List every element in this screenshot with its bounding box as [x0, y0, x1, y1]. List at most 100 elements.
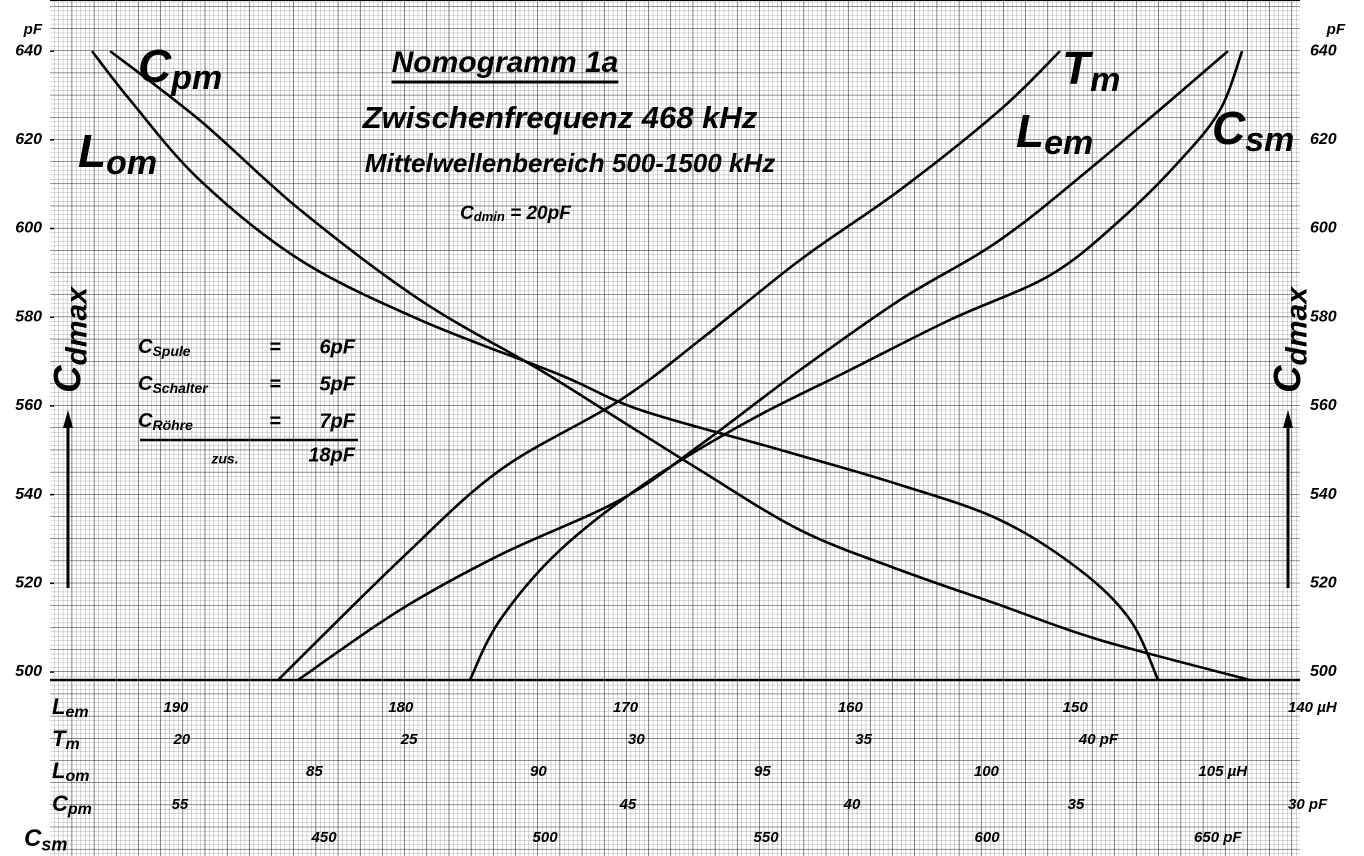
y-tick-label: 600 — [15, 220, 42, 237]
scale-tick-label: 150 — [1063, 699, 1089, 716]
x-tick-label: 650 pF — [1194, 829, 1242, 846]
capacity-sub: Spule — [152, 343, 190, 359]
scale-label-sub: m — [65, 736, 79, 753]
capacity-name: CSpule — [138, 336, 191, 358]
scale-label-sub: pm — [67, 801, 92, 818]
y2-tick-label: 640 — [1310, 42, 1337, 59]
arrow-head — [1283, 410, 1293, 428]
curve-label: Lem — [1016, 105, 1093, 162]
scale-tick-label: 180 — [388, 699, 414, 716]
sum-value: 18pF — [308, 444, 355, 466]
scale-label-main: T — [52, 726, 67, 751]
arrow-head — [63, 410, 73, 428]
curve-label-main: L — [1016, 105, 1044, 157]
scale-tick-label: 140 µH — [1288, 699, 1338, 716]
scale-label: Tm — [52, 726, 80, 753]
x-axis-label-main: C — [24, 825, 42, 852]
curve-label: Cpm — [138, 40, 222, 97]
curve-label-sub: sm — [1245, 121, 1294, 159]
capacity-sub: Schalter — [152, 380, 209, 396]
sum-label: zus. — [210, 451, 238, 467]
capacity-value: 6pF — [319, 336, 355, 358]
scale-tick-label: 100 — [974, 763, 1000, 780]
scale-label-main: C — [52, 791, 69, 816]
scale-label: Cpm — [52, 791, 92, 818]
x-tick-label: 450 — [311, 829, 338, 846]
y-axis-label-main: C — [47, 365, 89, 393]
curve-label: Lom — [78, 125, 157, 182]
y-tick-label: 560 — [15, 397, 42, 414]
scale-label-main: L — [52, 758, 65, 783]
y-axis-label-main: C — [1267, 365, 1309, 393]
curve-label-main: T — [1062, 42, 1094, 94]
chart-title: Nomogramm 1a — [392, 46, 619, 79]
curve — [468, 50, 1244, 681]
capacity-main: C — [138, 410, 153, 432]
y-tick-label: 640 — [15, 42, 42, 59]
y-tick-label: 580 — [15, 308, 42, 325]
scale-tick-label: 105 µH — [1198, 763, 1248, 780]
scale-tick-label: 95 — [754, 763, 771, 780]
scale-label: Lem — [52, 694, 89, 721]
scale-tick-label: 85 — [306, 763, 323, 780]
capacity-name: CRöhre — [138, 410, 193, 432]
capacity-value: 5pF — [319, 373, 355, 395]
x-axis-label: Csm — [24, 825, 67, 854]
y2-tick-label: 620 — [1310, 131, 1337, 148]
subtitle: Mittelwellenbereich 500-1500 kHz — [365, 148, 775, 178]
scale-tick-label: 170 — [613, 699, 639, 716]
curve-label-sub: pm — [170, 59, 222, 97]
scale-label-sub: em — [65, 704, 88, 721]
x-tick-label: 600 — [975, 829, 1001, 846]
note-rest: = 20pF — [505, 203, 572, 224]
curve — [90, 50, 1160, 681]
note-sub: dmin — [474, 209, 505, 224]
scale-tick-label: 20 — [172, 731, 190, 748]
capacity-sub: Röhre — [152, 417, 193, 433]
scale-tick-label: 40 — [843, 796, 861, 813]
note-main: C — [460, 203, 474, 224]
capacity-eq: = — [269, 373, 281, 395]
y-axis-label-sub: dmax — [60, 286, 93, 366]
scale-tick-label: 190 — [163, 699, 189, 716]
scale-label: Lom — [52, 758, 89, 785]
y2-unit: pF — [1326, 21, 1346, 38]
graph-paper — [50, 0, 1300, 856]
scale-tick-label: 25 — [400, 731, 418, 748]
y2-tick-label: 600 — [1310, 220, 1337, 237]
y2-tick-label: 540 — [1310, 486, 1337, 503]
subtitle: Zwischenfrequenz 468 kHz — [362, 100, 758, 135]
y2-tick-label: 580 — [1310, 308, 1337, 325]
y2-tick-label: 500 — [1310, 663, 1337, 680]
curve-label-sub: om — [106, 144, 157, 182]
capacity-eq: = — [269, 410, 281, 432]
curve-label-sub: em — [1044, 124, 1093, 162]
scale-tick-label: 35 — [855, 731, 872, 748]
capacity-name: CSchalter — [138, 373, 209, 395]
capacity-main: C — [138, 336, 153, 358]
y-tick-label: 520 — [15, 575, 42, 592]
curve-label-main: C — [138, 40, 172, 92]
y-tick-label: 620 — [15, 131, 42, 148]
curve — [109, 50, 1251, 682]
capacity-main: C — [138, 373, 153, 395]
scale-tick-label: 30 — [628, 731, 645, 748]
x-tick-label: 500 — [533, 829, 559, 846]
curve-label: Tm — [1062, 42, 1120, 99]
x-axis-label-sub: sm — [41, 834, 67, 854]
x-tick-label: 550 — [754, 829, 780, 846]
y-unit: pF — [23, 21, 43, 38]
capacity-eq: = — [269, 336, 281, 358]
scale-label-sub: om — [65, 768, 89, 785]
scale-tick-label: 30 pF — [1288, 796, 1328, 813]
scale-tick-label: 55 — [172, 796, 189, 813]
y-tick-label: 500 — [15, 663, 42, 680]
curve — [277, 50, 1061, 681]
curve-label-main: L — [78, 125, 106, 177]
scale-tick-label: 90 — [530, 763, 547, 780]
y-axis-label: Cdmax — [47, 286, 93, 393]
note: Cdmin = 20pF — [460, 203, 572, 224]
y-axis-label-sub: dmax — [1280, 286, 1313, 366]
